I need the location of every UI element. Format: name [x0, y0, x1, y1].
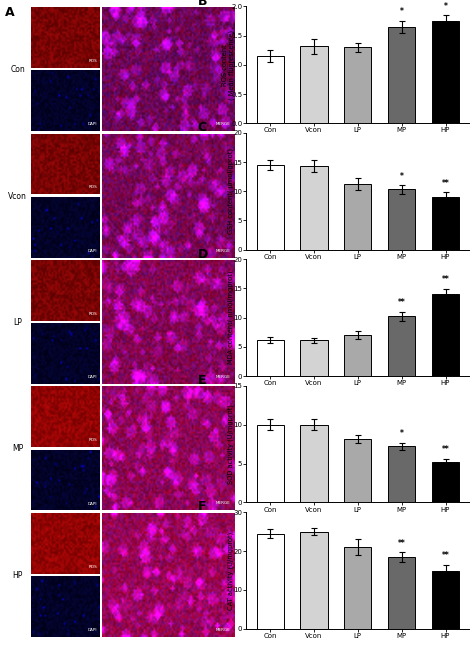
Bar	[388, 446, 415, 502]
Text: MERGE: MERGE	[216, 248, 231, 253]
Text: *: *	[400, 172, 404, 181]
Bar	[256, 533, 284, 629]
Bar	[301, 46, 328, 123]
Bar	[301, 341, 328, 376]
Text: **: **	[398, 298, 406, 307]
Text: LP: LP	[13, 318, 22, 327]
Bar	[344, 547, 372, 629]
Bar	[344, 335, 372, 376]
Text: ROS: ROS	[89, 565, 98, 569]
Text: DAPI: DAPI	[88, 375, 98, 379]
Bar	[256, 340, 284, 376]
Bar	[301, 424, 328, 502]
Text: D: D	[198, 248, 208, 261]
Bar	[256, 56, 284, 123]
Text: **: **	[442, 179, 449, 188]
Y-axis label: CAT activity (U/mgprot): CAT activity (U/mgprot)	[228, 531, 234, 610]
Text: C: C	[198, 121, 207, 134]
Y-axis label: ROS content
( Mean fluorescence): ROS content ( Mean fluorescence)	[221, 30, 235, 100]
Text: *: *	[444, 1, 447, 10]
Text: **: **	[398, 539, 406, 548]
Y-axis label: SOD activity (U/mgprot): SOD activity (U/mgprot)	[228, 404, 234, 484]
Bar	[344, 47, 372, 123]
Text: **: **	[442, 275, 449, 284]
Text: ROS: ROS	[89, 439, 98, 442]
Bar	[388, 317, 415, 376]
Text: MERGE: MERGE	[216, 501, 231, 506]
Bar	[432, 294, 459, 376]
Text: Vcon: Vcon	[9, 192, 27, 201]
Text: ROS: ROS	[89, 186, 98, 190]
Text: F: F	[198, 501, 206, 513]
Bar	[344, 184, 372, 250]
Text: DAPI: DAPI	[88, 628, 98, 632]
Bar	[256, 165, 284, 250]
Bar	[432, 21, 459, 123]
Text: DAPI: DAPI	[88, 123, 98, 126]
Bar	[256, 424, 284, 502]
Text: Con: Con	[10, 65, 25, 74]
Text: MERGE: MERGE	[216, 628, 231, 632]
Text: *: *	[400, 7, 404, 16]
Text: HP: HP	[13, 571, 23, 580]
Bar	[388, 190, 415, 250]
Text: ROS: ROS	[89, 59, 98, 63]
Bar	[432, 197, 459, 250]
Text: **: **	[442, 551, 449, 560]
Text: E: E	[198, 374, 206, 387]
Text: *: *	[400, 429, 404, 438]
Bar	[344, 439, 372, 502]
Text: MP: MP	[12, 444, 23, 453]
Text: B: B	[198, 0, 207, 8]
Bar	[432, 462, 459, 502]
Y-axis label: GSH content( μmol/gprot): GSH content( μmol/gprot)	[228, 148, 234, 234]
Text: MERGE: MERGE	[216, 375, 231, 379]
Text: MERGE: MERGE	[216, 122, 231, 126]
Text: DAPI: DAPI	[88, 502, 98, 506]
Bar	[301, 166, 328, 250]
Text: DAPI: DAPI	[88, 249, 98, 253]
Text: A: A	[5, 6, 14, 19]
Bar	[432, 571, 459, 629]
Bar	[301, 531, 328, 629]
Text: **: **	[442, 445, 449, 454]
Bar	[388, 27, 415, 123]
Bar	[388, 557, 415, 629]
Y-axis label: MDA content( nmol/mgprot): MDA content( nmol/mgprot)	[228, 271, 234, 364]
Text: ROS: ROS	[89, 312, 98, 316]
